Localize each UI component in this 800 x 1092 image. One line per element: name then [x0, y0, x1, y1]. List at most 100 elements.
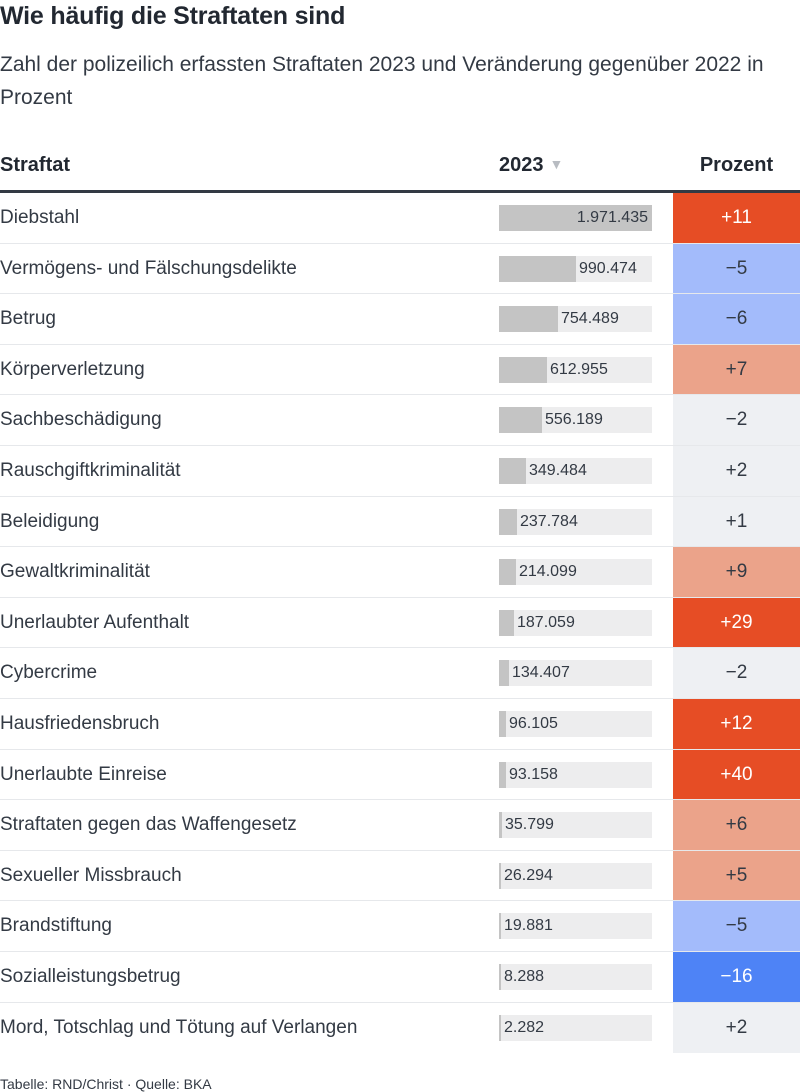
- table-row: Unerlaubte Einreise 93.158 +40: [0, 749, 800, 801]
- bar-track: 96.105: [499, 710, 652, 737]
- change-cell: +9: [673, 547, 800, 597]
- value-bar: [499, 205, 652, 231]
- change-cell: −2: [673, 648, 800, 698]
- value-label: 35.799: [505, 816, 554, 834]
- row-label: Unerlaubter Aufenthalt: [0, 611, 190, 633]
- bar-track: 612.955: [499, 356, 652, 383]
- row-label: Gewaltkriminalität: [0, 561, 150, 583]
- bar-track: 990.474: [499, 255, 652, 282]
- change-cell: −16: [673, 951, 800, 1002]
- row-label: Mord, Totschlag und Tötung auf Verlangen: [0, 1016, 358, 1038]
- row-label: Brandstiftung: [0, 915, 112, 937]
- value-label: 349.484: [529, 461, 587, 479]
- table-row: Beleidigung 237.784 +1: [0, 496, 800, 548]
- change-cell: −5: [673, 901, 800, 951]
- change-cell: +11: [673, 193, 800, 243]
- bar-track: 93.158: [499, 761, 652, 788]
- value-label: 237.784: [520, 512, 578, 530]
- table-row: Rauschgiftkriminalität 349.484 +2: [0, 445, 800, 497]
- table-row: Gewaltkriminalität 214.099 +9: [0, 547, 800, 598]
- bar-track: 19.881: [499, 913, 652, 940]
- bar-track: 35.799: [499, 812, 652, 839]
- column-header-2023[interactable]: 2023 ▼: [499, 154, 563, 177]
- table-row: Sozialleistungsbetrug 8.288 −16: [0, 951, 800, 1003]
- bar-track: 349.484: [499, 457, 652, 484]
- value-bar: [499, 862, 501, 889]
- table-row: Brandstiftung 19.881 −5: [0, 901, 800, 952]
- row-label: Betrug: [0, 308, 56, 330]
- value-label: 214.099: [519, 563, 577, 581]
- value-bar: [499, 660, 509, 687]
- bar-track: 754.489: [499, 306, 652, 333]
- change-cell: −5: [673, 243, 800, 294]
- value-bar: [499, 609, 514, 636]
- value-label: 556.189: [545, 411, 603, 429]
- row-label: Diebstahl: [0, 207, 80, 228]
- value-bar: [499, 963, 501, 990]
- table-row: Vermögens- und Fälschungsdelikte 990.474 −…: [0, 243, 800, 295]
- row-label: Rauschgiftkriminalität: [0, 459, 181, 481]
- table-row: Sexueller Missbrauch 26.294 +5: [0, 850, 800, 902]
- table-row: Unerlaubter Aufenthalt 187.059 +29: [0, 597, 800, 649]
- bar-track: 26.294: [499, 862, 652, 889]
- table-row: Cybercrime 134.407 −2: [0, 648, 800, 699]
- value-label: 612.955: [550, 360, 608, 378]
- column-header-prozent[interactable]: Prozent: [699, 154, 774, 176]
- change-cell: +40: [673, 749, 800, 800]
- value-label: 96.105: [509, 714, 558, 732]
- value-label: 1.971.435: [576, 209, 648, 226]
- row-label: Sexueller Missbrauch: [0, 864, 182, 886]
- row-label: Unerlaubte Einreise: [0, 763, 167, 785]
- value-label: 19.881: [504, 917, 553, 935]
- row-label: Beleidigung: [0, 510, 100, 532]
- bar-track: 2.282: [499, 1014, 652, 1041]
- bar-track: 1.971.435: [499, 205, 652, 231]
- value-bar: [499, 559, 516, 586]
- value-label: 8.288: [504, 967, 545, 985]
- change-cell: +6: [673, 800, 800, 850]
- row-label: Sozialleistungsbetrug: [0, 965, 181, 987]
- value-bar: [499, 508, 517, 535]
- source-note: Tabelle: RND/Christ · Quelle: BKA: [0, 1076, 212, 1092]
- value-label: 187.059: [517, 613, 575, 631]
- column-header-straftat[interactable]: Straftat: [0, 154, 71, 176]
- value-label: 754.489: [561, 310, 619, 328]
- table-row: Mord, Totschlag und Tötung auf Verlangen…: [0, 1002, 800, 1054]
- change-cell: +12: [673, 698, 800, 749]
- change-cell: +29: [673, 597, 800, 648]
- value-bar: [499, 761, 506, 788]
- bar-track: 556.189: [499, 407, 652, 434]
- row-label: Cybercrime: [0, 662, 98, 684]
- value-label: 26.294: [504, 866, 553, 884]
- change-cell: +2: [673, 445, 800, 496]
- bar-track: 134.407: [499, 660, 652, 687]
- value-bar: [499, 255, 576, 282]
- value-bar: [499, 356, 547, 383]
- change-cell: +5: [673, 850, 800, 901]
- column-header-2023-label: 2023: [499, 154, 544, 176]
- bar-track: 8.288: [499, 963, 652, 990]
- value-bar: [499, 1014, 501, 1041]
- table-row: Straftaten gegen das Waffengesetz 35.799 +…: [0, 800, 800, 851]
- bar-track: 237.784: [499, 508, 652, 535]
- chart-subtitle: Zahl der polizeilich erfassten Straftate…: [0, 53, 764, 109]
- change-cell: +7: [673, 344, 800, 395]
- row-label: Sachbeschädigung: [0, 409, 162, 431]
- row-label: Körperverletzung: [0, 358, 145, 380]
- table-row: Diebstahl 1.971.435 +11: [0, 193, 800, 244]
- chart-title: Wie häufig die Straftaten sind: [0, 2, 346, 30]
- table-row: Körperverletzung 612.955 +7: [0, 344, 800, 396]
- table-row: Betrug 754.489 −6: [0, 294, 800, 345]
- table-row: Hausfriedensbruch 96.105 +12: [0, 698, 800, 750]
- value-label: 2.282: [504, 1018, 545, 1036]
- table-body: Diebstahl 1.971.435 +11 Vermögens- und Fäls…: [0, 193, 800, 1054]
- value-bar: [499, 913, 501, 940]
- change-cell: +1: [673, 496, 800, 547]
- value-label: 990.474: [579, 259, 637, 277]
- change-cell: −6: [673, 294, 800, 344]
- row-label: Hausfriedensbruch: [0, 712, 160, 734]
- value-bar: [499, 306, 558, 333]
- value-bar: [499, 710, 506, 737]
- value-label: 93.158: [509, 765, 558, 783]
- value-bar: [499, 407, 542, 434]
